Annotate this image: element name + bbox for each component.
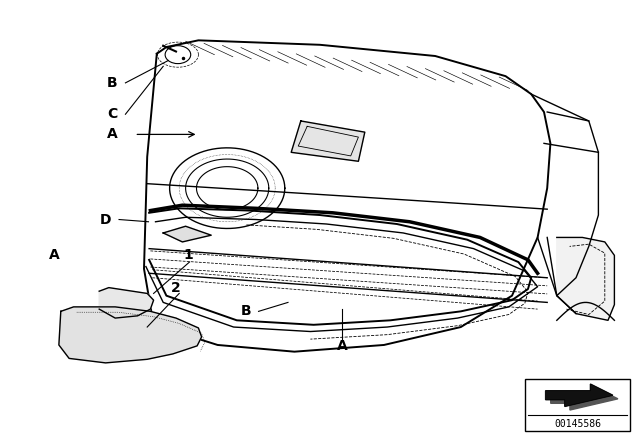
- Polygon shape: [163, 226, 211, 242]
- Polygon shape: [59, 307, 202, 363]
- Text: 1: 1: [184, 248, 194, 263]
- Text: B: B: [241, 304, 252, 319]
- Text: A: A: [107, 127, 117, 142]
- Text: D: D: [100, 212, 111, 227]
- Polygon shape: [545, 384, 613, 406]
- Polygon shape: [291, 121, 365, 161]
- Bar: [525, 379, 630, 431]
- Polygon shape: [550, 388, 618, 410]
- Polygon shape: [557, 237, 614, 320]
- Polygon shape: [99, 288, 154, 318]
- Text: C: C: [107, 107, 117, 121]
- Text: A: A: [337, 339, 348, 353]
- Text: 2: 2: [171, 280, 181, 295]
- Text: B: B: [107, 76, 117, 90]
- Text: A: A: [49, 248, 60, 263]
- Text: 00145586: 00145586: [554, 419, 601, 429]
